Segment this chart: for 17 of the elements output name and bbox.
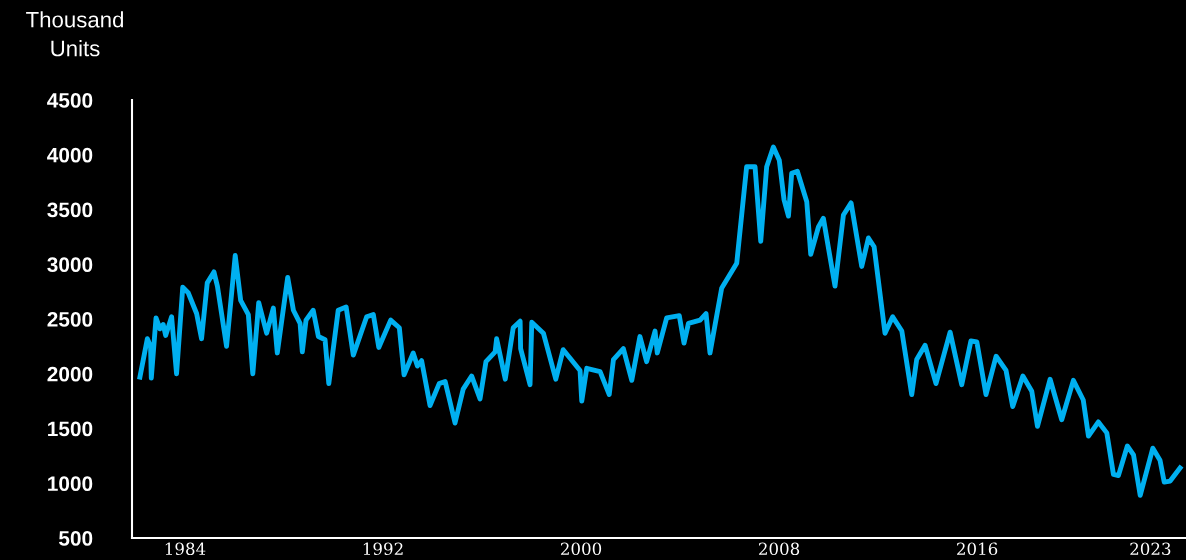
y-tick-label: 3000 [47, 257, 93, 273]
y-axis-title: Thousand Units [26, 11, 123, 57]
y-tick-label: 4000 [47, 147, 93, 163]
x-tick-label: 1984 [165, 542, 206, 556]
y-tick-label: 2500 [47, 312, 93, 327]
x-tick-label: 2008 [758, 542, 800, 556]
y-tick-label: 1500 [48, 421, 93, 437]
line-series [137, 144, 1183, 498]
y-tick-label: 4500 [47, 93, 93, 108]
y-tick-label: 3500 [47, 202, 93, 218]
y-tick-label: 2000 [47, 366, 93, 382]
x-tick-label: 2023 [1130, 542, 1171, 556]
x-tick-label: 2000 [560, 542, 602, 556]
x-tick-label: 2016 [957, 542, 998, 556]
y-tick-label: 500 [59, 531, 93, 546]
y-tick-label: 1000 [48, 476, 93, 491]
x-tick-label: 1992 [363, 542, 403, 556]
